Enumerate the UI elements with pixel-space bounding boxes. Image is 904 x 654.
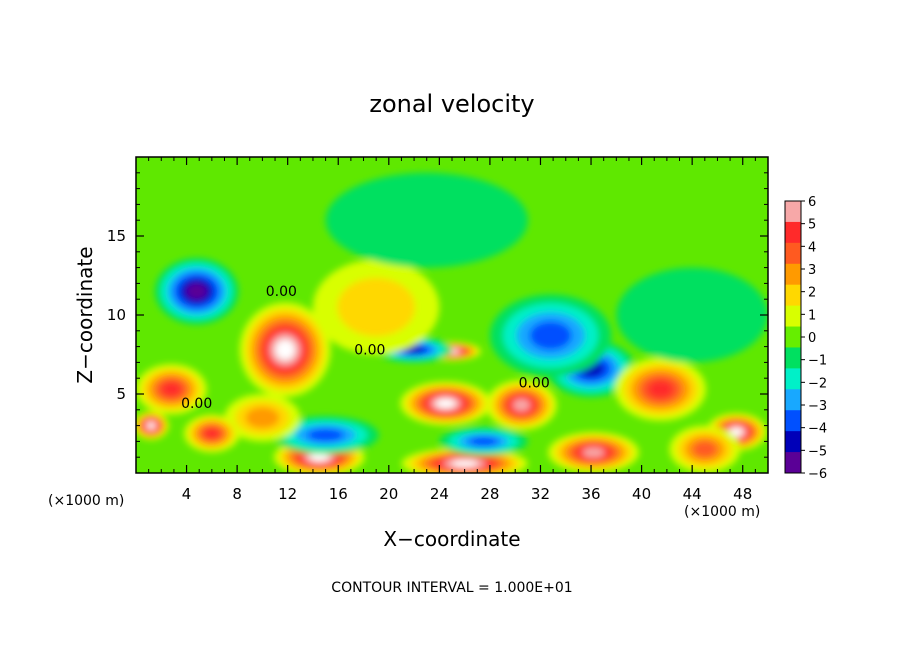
colorbar-swatch <box>785 201 801 223</box>
contour-interval-footer: CONTOUR INTERVAL = 1.000E+01 <box>331 580 572 596</box>
field-feature-18 <box>312 259 440 355</box>
colorbar-label: 6 <box>808 195 816 210</box>
field-band <box>203 428 220 439</box>
field-feature-11 <box>136 363 207 415</box>
field-feature-22 <box>224 394 301 442</box>
field-feature-24 <box>616 267 768 363</box>
x-tick-label: 36 <box>581 485 600 503</box>
field-band <box>309 453 329 462</box>
field-band <box>616 267 768 363</box>
y-tick-label: 15 <box>107 227 126 245</box>
x-tick-label: 32 <box>531 485 550 503</box>
field-feature-13 <box>272 416 379 455</box>
colorbar-label: −3 <box>808 399 827 414</box>
field-band <box>307 428 345 442</box>
field-band <box>451 460 478 467</box>
contour-label: 0.00 <box>266 284 297 300</box>
colorbar-swatch <box>785 368 801 390</box>
colorbar-label: 0 <box>808 331 816 346</box>
chart-title: zonal velocity <box>369 90 534 118</box>
field-band <box>186 283 207 300</box>
field-feature-14 <box>401 447 528 473</box>
y-axis-label: Z−coordinate <box>73 246 97 383</box>
contour-label: 0.00 <box>181 396 212 412</box>
field-band <box>245 407 280 429</box>
field-band <box>468 436 499 447</box>
field-feature-1 <box>239 302 331 398</box>
colorbar-swatch <box>785 389 801 411</box>
colorbar-swatch <box>785 242 801 265</box>
colorbar-label: −1 <box>808 354 827 369</box>
field-feature-15 <box>439 427 528 456</box>
colorbar-label: −4 <box>808 422 827 437</box>
y-axis-ticks: 5 10 15 <box>107 172 768 458</box>
x-axis-label: X−coordinate <box>383 527 520 551</box>
x-tick-label: 12 <box>278 485 297 503</box>
field-band <box>337 277 416 337</box>
colorbar-swatch <box>785 431 801 453</box>
colorbar-swatch <box>785 263 801 286</box>
x-tick-label: 28 <box>480 485 499 503</box>
colorbar-label: −6 <box>808 467 827 482</box>
contour-label: 0.00 <box>519 376 550 392</box>
contour-label: 0.00 <box>354 343 385 359</box>
colorbar-label: −2 <box>808 376 827 391</box>
field-band <box>730 427 743 436</box>
colorbar-label: 2 <box>808 286 816 301</box>
colorbar-label: 3 <box>808 263 816 278</box>
x-tick-label: 20 <box>379 485 398 503</box>
colorbar: 6 5 4 3 2 1 0 −1 −2 −3 −4 −5 −6 <box>784 195 827 482</box>
field-band <box>403 346 425 354</box>
colorbar-label: 1 <box>808 308 816 323</box>
velocity-field <box>136 172 768 473</box>
x-tick-label: 16 <box>329 485 348 503</box>
colorbar-swatch <box>785 284 801 307</box>
field-band <box>512 398 531 412</box>
field-band <box>582 447 605 458</box>
colorbar-swatch <box>785 326 801 348</box>
field-feature-0 <box>154 258 239 325</box>
field-feature-16 <box>548 431 640 473</box>
y-tick-label: 5 <box>116 385 126 403</box>
field-band <box>325 172 528 268</box>
field-band <box>529 321 572 350</box>
x-tick-label: 24 <box>430 485 449 503</box>
field-band <box>647 380 674 399</box>
x-tick-label: 4 <box>182 485 192 503</box>
colorbar-swatch <box>785 452 801 474</box>
colorbar-swatch <box>785 221 801 244</box>
field-feature-2 <box>400 381 492 426</box>
colorbar-label: −5 <box>808 444 827 459</box>
x-unit-label: (×1000 m) <box>684 504 760 520</box>
z-unit-label: (×1000 m) <box>48 493 124 509</box>
field-feature-23 <box>184 414 240 453</box>
x-tick-label: 44 <box>683 485 702 503</box>
field-feature-17 <box>489 294 612 377</box>
field-feature-9 <box>615 357 707 421</box>
colorbar-swatch <box>785 305 801 328</box>
x-tick-label: 40 <box>632 485 651 503</box>
field-band <box>147 422 155 429</box>
field-feature-21 <box>325 172 528 268</box>
field-band <box>275 339 295 360</box>
field-band <box>692 441 718 458</box>
y-tick-label: 10 <box>107 306 126 324</box>
x-tick-label: 48 <box>733 485 752 503</box>
field-feature-10 <box>136 411 169 440</box>
field-feature-5 <box>486 379 557 431</box>
field-band <box>161 382 182 397</box>
field-feature-20 <box>669 425 741 473</box>
x-axis-ticks: 4 8 12 16 20 24 28 32 36 40 44 48 <box>148 157 756 503</box>
colorbar-swatch <box>785 410 801 432</box>
colorbar-label: 4 <box>808 240 816 255</box>
contour-labels: 0.00 0.00 0.00 0.00 <box>181 284 550 412</box>
field-band <box>436 398 456 409</box>
colorbar-swatch <box>785 347 801 369</box>
colorbar-label: 5 <box>808 218 816 233</box>
x-tick-label: 8 <box>232 485 242 503</box>
